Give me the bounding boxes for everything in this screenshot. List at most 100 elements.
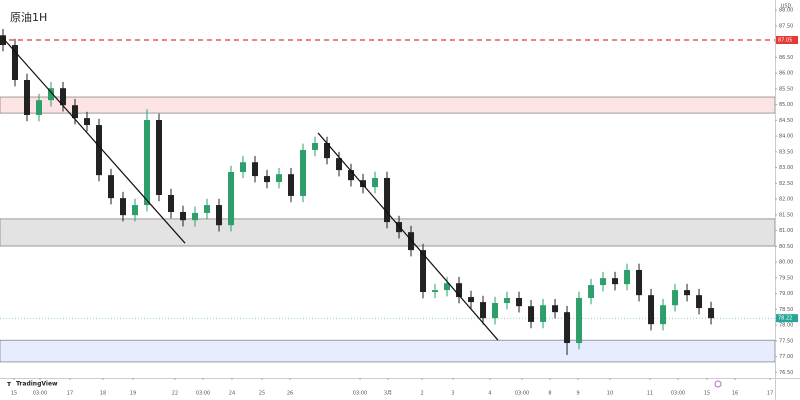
y-tick-label: 85.50: [779, 86, 793, 92]
candle-body: [624, 269, 631, 285]
x-tick-label: 26: [287, 391, 293, 397]
candle-body: [516, 297, 523, 307]
y-tick-label: 78.50: [779, 307, 793, 313]
candle-body: [348, 170, 355, 181]
x-tick-label: 03:00: [33, 391, 47, 397]
candle-body: [252, 162, 259, 177]
candle-body: [216, 205, 223, 226]
x-tick-label: 16: [732, 391, 738, 397]
x-tick-label: 17: [767, 391, 773, 397]
y-tick-label: 78.00: [779, 323, 793, 329]
candle-body: [120, 198, 127, 216]
candle-body: [132, 205, 139, 216]
x-tick-label: 03:00: [353, 391, 367, 397]
candle-body: [96, 125, 103, 176]
candle-body: [180, 211, 187, 221]
x-tick-label: 2: [420, 391, 423, 397]
candle-body: [168, 194, 175, 212]
y-tick-label: 79.00: [779, 291, 793, 297]
candle-body: [432, 290, 439, 293]
candle-body: [612, 278, 619, 285]
level-tag: [776, 36, 798, 45]
x-tick-label: 10: [607, 391, 613, 397]
candle-body: [468, 297, 475, 303]
x-tick-label: 3: [451, 391, 454, 397]
candle-body: [372, 177, 379, 188]
candle-body: [528, 306, 535, 322]
candle-body: [240, 162, 247, 172]
x-tick-label: 15: [11, 391, 17, 397]
trendline: [2, 37, 186, 244]
candle-body: [420, 250, 427, 293]
candle-body: [60, 88, 67, 106]
candle-body: [696, 295, 703, 309]
y-tick-label: 81.00: [779, 228, 793, 234]
x-tick-label: 18: [100, 391, 106, 397]
candle-body: [48, 88, 55, 101]
x-tick-label: 03:00: [515, 391, 529, 397]
x-tick-label: 03:00: [196, 391, 210, 397]
y-tick-label: 85.00: [779, 102, 793, 108]
y-tick-label: 84.00: [779, 134, 793, 140]
candle-body: [708, 308, 715, 319]
y-tick-label: 81.50: [779, 212, 793, 218]
y-tick-label: 82.00: [779, 197, 793, 203]
y-tick-label: 82.50: [779, 181, 793, 187]
y-tick-label: 84.50: [779, 118, 793, 124]
candle-body: [312, 143, 319, 150]
candle-body: [204, 205, 211, 213]
x-tick-label: 8: [548, 391, 551, 397]
last-price-label: 78.22: [778, 316, 792, 322]
candle-body: [24, 80, 31, 115]
x-tick-label: 25: [259, 391, 265, 397]
y-tick-label: 87.50: [779, 23, 793, 29]
y-tick-label: 86.50: [779, 55, 793, 61]
y-tick-label: 80.50: [779, 244, 793, 250]
y-tick-label: 86.00: [779, 71, 793, 77]
candle-body: [684, 290, 691, 296]
candle-body: [300, 149, 307, 196]
candle-body: [576, 297, 583, 344]
candle-body: [36, 100, 43, 115]
x-tick-label: 4: [488, 391, 491, 397]
x-tick-label: 11: [647, 391, 653, 397]
candle-body: [12, 45, 19, 81]
candle-body: [84, 118, 91, 126]
y-tick-label: 77.00: [779, 354, 793, 360]
x-tick-label: 22: [172, 391, 178, 397]
x-tick-label: 03:00: [671, 391, 685, 397]
y-tick-label: 77.50: [779, 338, 793, 344]
y-tick-label: 88.00: [779, 8, 793, 14]
candle-body: [636, 269, 643, 296]
candle-body: [228, 171, 235, 226]
candle-body: [444, 283, 451, 291]
chart-title: 原油1H: [10, 10, 47, 24]
candle-body: [540, 305, 547, 322]
candle-body: [0, 35, 7, 46]
y-tick-label: 80.00: [779, 260, 793, 266]
y-tick-label: 83.00: [779, 165, 793, 171]
candle-body: [264, 176, 271, 183]
candle-body: [144, 120, 151, 206]
candle-body: [288, 174, 295, 196]
candle-body: [672, 290, 679, 306]
level-label: 87.05: [778, 38, 792, 44]
x-tick-label: 3月: [384, 391, 392, 397]
zone: [0, 339, 776, 363]
currency: USD: [781, 4, 792, 10]
x-tick-label: 17: [67, 391, 73, 397]
candle-body: [492, 303, 499, 319]
x-tick-label: 19: [130, 391, 136, 397]
icon[interactable]: [714, 380, 722, 388]
candle-body: [108, 175, 115, 199]
candle-body: [192, 212, 199, 221]
y-tick-label: 79.50: [779, 275, 793, 281]
candle-body: [552, 305, 559, 313]
candle-body: [480, 302, 487, 319]
trendline: [317, 132, 499, 341]
logo: ᴛ: [7, 380, 12, 388]
candle-body: [276, 174, 283, 183]
x-tick-label: 9: [576, 391, 579, 397]
